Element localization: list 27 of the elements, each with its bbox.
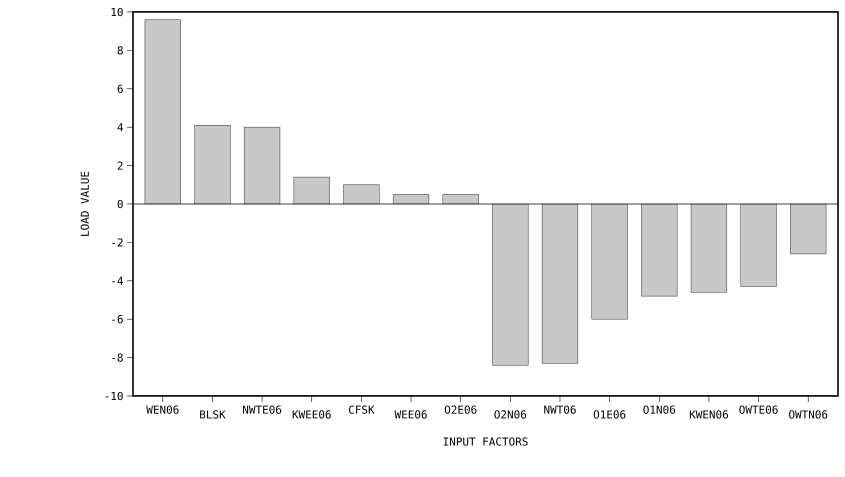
- x-tick-label: WEE06: [394, 410, 427, 419]
- y-tick-label: -2: [112, 238, 123, 246]
- x-tick-label: NWT06: [544, 405, 576, 414]
- x-tick-label: OWTN06: [789, 410, 828, 419]
- y-tick-label: 0: [118, 200, 123, 208]
- y-tick-label: 2: [118, 162, 123, 170]
- x-tick-label: WEN06: [146, 405, 179, 414]
- x-tick-label: KWEE06: [292, 410, 331, 419]
- x-tick-label: OWTE06: [739, 405, 778, 414]
- x-tick-label: O1N06: [643, 405, 676, 414]
- x-tick-label: CFSK: [348, 405, 375, 414]
- y-tick-label: 6: [118, 84, 123, 93]
- x-tick-label: O2E06: [444, 405, 476, 414]
- y-tick-label: -6: [112, 315, 123, 324]
- y-tick-label: 10: [112, 8, 123, 16]
- x-axis-title: INPUT FACTORS: [444, 437, 528, 446]
- y-axis-title: LOAD VALUE: [80, 172, 89, 236]
- x-tick-label: O1E06: [594, 410, 626, 419]
- y-tick-label: 4: [117, 123, 123, 132]
- y-tick-label: 8: [118, 46, 123, 55]
- x-tick-label: KWEN06: [690, 410, 728, 419]
- x-tick-label: O2N06: [494, 410, 526, 419]
- y-tick-label: -4: [112, 276, 123, 285]
- x-tick-label: BLSK: [200, 410, 226, 419]
- x-tick-label: NWTE06: [243, 405, 282, 414]
- y-tick-label: -8: [112, 353, 123, 362]
- y-tick-label: -10: [106, 392, 123, 400]
